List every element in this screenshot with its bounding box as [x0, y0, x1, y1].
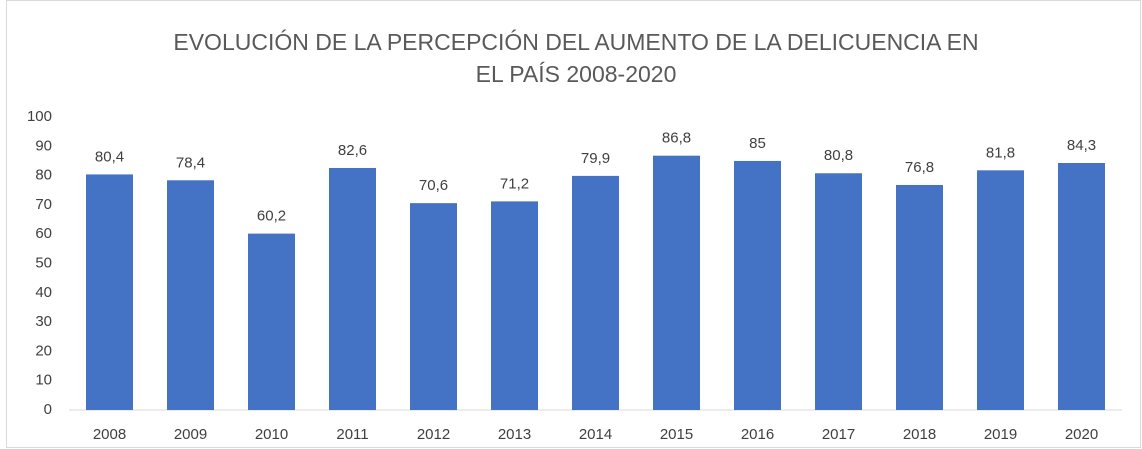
bar: [896, 184, 943, 410]
bar: [167, 180, 214, 410]
data-label: 71,2: [500, 175, 529, 192]
bar: [572, 175, 619, 410]
y-tick-label: 30: [35, 313, 52, 330]
data-label: 79,9: [581, 150, 610, 167]
data-label: 78,4: [176, 154, 205, 171]
y-tick-label: 20: [35, 342, 52, 359]
data-label: 84,3: [1067, 137, 1096, 154]
y-tick-label: 90: [35, 137, 52, 154]
y-tick-label: 10: [35, 372, 52, 389]
y-tick-label: 60: [35, 225, 52, 242]
x-tick-label: 2011: [336, 426, 368, 443]
x-tick-label: 2020: [1065, 426, 1098, 443]
y-tick-label: 50: [35, 254, 52, 271]
x-tick-label: 2017: [822, 426, 855, 443]
x-tick-label: 2016: [741, 426, 774, 443]
x-tick-label: 2010: [255, 426, 288, 443]
data-label: 80,4: [95, 148, 124, 165]
x-tick-label: 2018: [903, 426, 936, 443]
bar: [977, 170, 1024, 410]
y-tick-label: 70: [35, 196, 52, 213]
bar: [86, 174, 133, 410]
x-tick-label: 2009: [174, 426, 207, 443]
data-label: 70,6: [419, 177, 448, 194]
bar: [248, 233, 295, 410]
x-tick-label: 2015: [660, 426, 693, 443]
bar: [329, 167, 376, 410]
data-label: 82,6: [338, 142, 367, 159]
chart-title: EL PAÍS 2008-2020: [476, 61, 677, 87]
data-label: 80,8: [824, 147, 853, 164]
x-tick-label: 2008: [93, 426, 126, 443]
bar: [653, 155, 700, 410]
y-tick-label: 0: [44, 401, 52, 418]
x-tick-label: 2019: [984, 426, 1017, 443]
bar: [410, 203, 457, 410]
x-tick-label: 2013: [498, 426, 531, 443]
y-tick-label: 100: [27, 108, 52, 125]
x-tick-label: 2014: [579, 426, 612, 443]
data-label: 76,8: [905, 159, 934, 176]
data-label: 85: [749, 135, 766, 152]
x-tick-label: 2012: [417, 426, 450, 443]
data-label: 86,8: [662, 130, 691, 147]
bar: [1058, 163, 1105, 410]
chart-title: EVOLUCIÓN DE LA PERCEPCIÓN DEL AUMENTO D…: [173, 29, 978, 55]
y-tick-label: 80: [35, 167, 52, 184]
bar: [734, 160, 781, 410]
y-tick-label: 40: [35, 284, 52, 301]
data-label: 81,8: [986, 144, 1015, 161]
bar: [491, 201, 538, 410]
bar: [815, 173, 862, 410]
data-label: 60,2: [257, 208, 286, 225]
